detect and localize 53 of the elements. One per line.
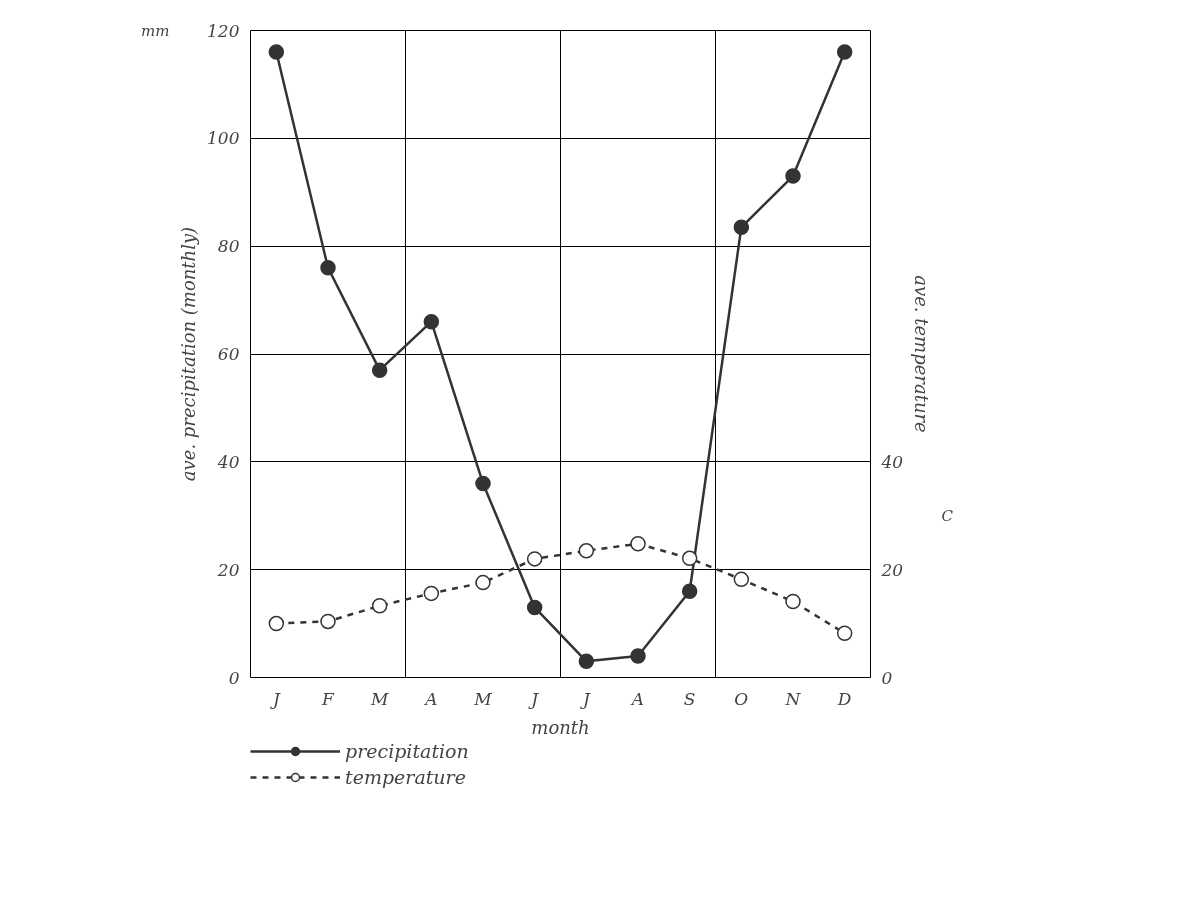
legend-label: precipitation [345, 740, 469, 762]
point [578, 653, 595, 670]
point [371, 362, 388, 378]
y-tick-label: 120 [207, 20, 240, 41]
y2-axis-title: ave. temperature [911, 275, 933, 433]
y-axis-title: ave. precipitation (monthly) [178, 226, 200, 482]
point [630, 536, 646, 552]
y-tick-label: 20 [216, 559, 240, 580]
point [526, 599, 543, 616]
point [681, 583, 698, 599]
y-tick-label: 80 [217, 236, 240, 257]
point [836, 44, 853, 60]
x-tick-label: M [473, 688, 493, 709]
y-tick-label: 40 [216, 451, 240, 472]
point [423, 585, 440, 602]
x-tick-label: A [629, 688, 645, 709]
y2-tick-label: 40 [880, 451, 904, 472]
x-tick-label: O [734, 688, 749, 709]
x-tick-label: A [423, 688, 438, 709]
point [733, 571, 750, 588]
x-tick-label: D [836, 688, 852, 709]
y-tick-label: 0 [228, 667, 240, 688]
x-tick-label: J [269, 688, 281, 709]
point [526, 551, 543, 567]
point [371, 598, 388, 614]
point [733, 219, 750, 236]
y2-tick-label: 20 [880, 559, 904, 580]
text: C [941, 506, 954, 525]
point [423, 313, 440, 330]
point [475, 574, 491, 591]
x-tick-label: N [784, 688, 802, 709]
x-tick-label: F [321, 688, 336, 709]
point [268, 615, 285, 632]
point [681, 550, 698, 567]
point [320, 260, 336, 276]
point [785, 593, 801, 610]
x-tick-label: J [579, 688, 591, 709]
point [578, 543, 595, 559]
x-tick-label: J [528, 688, 540, 709]
point [268, 44, 285, 60]
point [320, 613, 336, 630]
legend-label: temperature [345, 766, 466, 788]
point [836, 625, 853, 642]
y-tick-label: 60 [217, 344, 240, 364]
point [630, 648, 646, 664]
point [785, 168, 801, 184]
y-tick-label: 100 [207, 128, 240, 149]
x-tick-label: S [683, 688, 696, 709]
y2-tick-label: 0 [881, 667, 893, 688]
x-tick-label: M [369, 688, 389, 709]
point [475, 475, 491, 492]
text: mm [141, 21, 170, 40]
x-axis-title: month [531, 716, 590, 738]
